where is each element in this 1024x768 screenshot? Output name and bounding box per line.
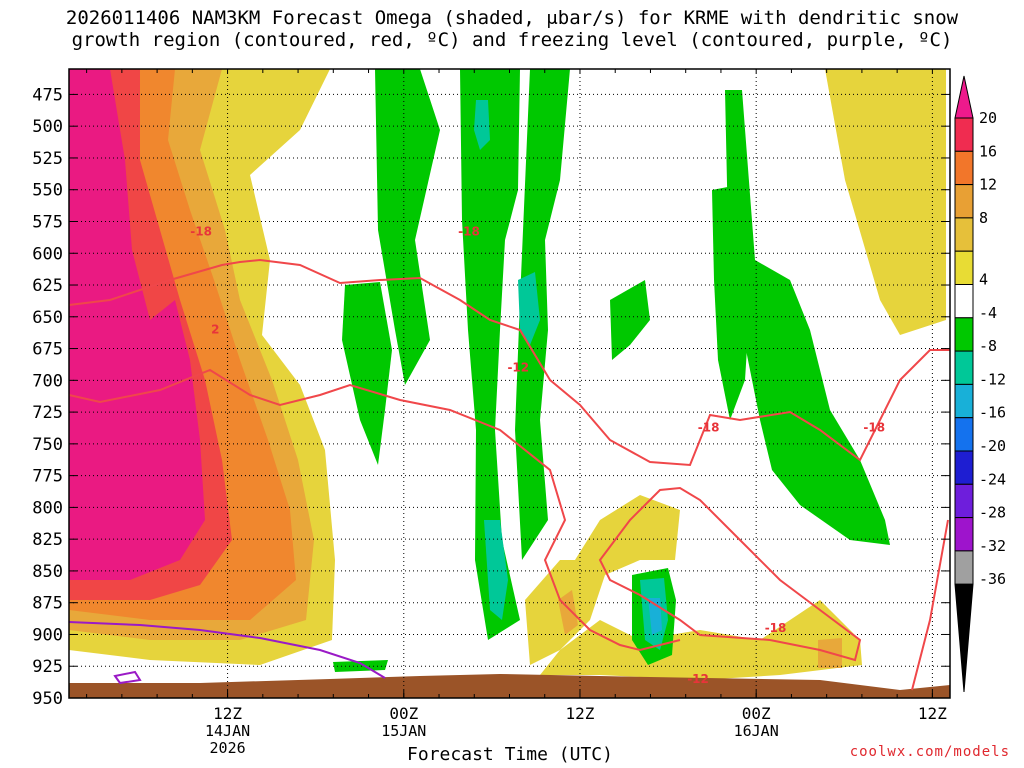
- colorbar-segment: [954, 317, 974, 352]
- colorbar-segment: [954, 350, 974, 385]
- x-tick-label: 12Z: [566, 704, 595, 723]
- omega-band-a: [375, 69, 440, 385]
- y-tick-label: 575: [32, 212, 63, 232]
- x-tick-label: 12Z: [213, 704, 242, 723]
- omega-patch-yellow-1: [825, 69, 946, 335]
- omega-patch-orange-1: [558, 590, 578, 635]
- x-tick-label: 12Z: [918, 704, 947, 723]
- y-tick-label: 775: [32, 467, 63, 487]
- y-tick-label: 950: [32, 689, 63, 709]
- chart-title-line2: growth region (contoured, red, ºC) and f…: [71, 29, 953, 51]
- y-tick-label: 625: [32, 276, 63, 296]
- contour-label: -18: [190, 225, 212, 239]
- colorbar-label: -24: [979, 470, 1006, 488]
- terrain: [69, 674, 950, 698]
- colorbar-segment: [954, 450, 974, 485]
- contour-label: -12: [687, 672, 709, 686]
- x-axis-label: Forecast Time (UTC): [407, 744, 613, 765]
- colorbar-top-arrow: [954, 75, 974, 119]
- y-tick-label: 700: [32, 371, 63, 391]
- colorbar-label: -4: [979, 304, 997, 322]
- colorbar-label: -12: [979, 370, 1006, 388]
- colorbar-segment: [954, 150, 974, 186]
- contour-label: -12: [507, 361, 529, 375]
- x-tick-label: 16JAN: [734, 722, 779, 740]
- colorbar-segment: [954, 383, 974, 419]
- colorbar-segment: [954, 417, 974, 452]
- colorbar-label: -36: [979, 570, 1006, 588]
- omega-core-1: [474, 100, 490, 150]
- colorbar-segment: [954, 117, 974, 152]
- colorbar-segment: [954, 250, 974, 285]
- colorbar-label: -32: [979, 537, 1006, 555]
- y-tick-label: 525: [32, 149, 63, 169]
- omega-core-2: [518, 272, 540, 345]
- chart-title-line1: 2026011406 NAM3KM Forecast Omega (shaded…: [65, 7, 959, 29]
- contour-minus12-dgz-bottom: [69, 368, 681, 652]
- omega-region-20: [69, 69, 205, 580]
- omega-band-c: [460, 69, 520, 640]
- omega-band-g: [725, 90, 890, 545]
- y-tick-label: 500: [32, 117, 63, 137]
- x-tick-label: 00Z: [742, 704, 771, 723]
- freezing-level: [69, 621, 386, 679]
- contour-labels: -18 -18 -12 -18 -18 -18 -12 2: [190, 225, 885, 686]
- colorbar-label: -28: [979, 504, 1006, 522]
- contour-label: -18: [765, 621, 787, 635]
- y-tick-label: 750: [32, 435, 63, 455]
- colorbar-label: 20: [979, 109, 997, 127]
- colorbar-bottom-arrow: [954, 583, 974, 693]
- colorbar-label: -16: [979, 404, 1006, 422]
- y-tick-label: 550: [32, 181, 63, 201]
- y-tick-label: 725: [32, 403, 63, 423]
- colorbar: 20 16 12 8 4 -4 -8 -12 -16 -20 -24 -28 -32 -36: [954, 75, 1006, 693]
- colorbar-label: -8: [979, 337, 997, 355]
- y-tick-label: 475: [32, 85, 63, 105]
- y-tick-label: 850: [32, 562, 63, 582]
- colorbar-label: 16: [979, 142, 997, 160]
- x-tick-label: 15JAN: [381, 722, 426, 740]
- y-tick-label: 675: [32, 340, 63, 360]
- temperature-contours: [69, 258, 950, 691]
- omega-band-h: [333, 660, 388, 672]
- y-tick-label: 825: [32, 530, 63, 550]
- contour-minus18-dgz-top: [69, 258, 950, 467]
- colorbar-label: 4: [979, 271, 988, 289]
- colorbar-label: 12: [979, 176, 997, 194]
- omega-shading: [69, 69, 950, 698]
- axes: 475 500 525 550 575 600 625 650 675 700 725 750 775 8…: [32, 68, 951, 757]
- y-tick-label: 900: [32, 625, 63, 645]
- x-tick-label: 2026: [210, 739, 246, 757]
- y-tick-label: 800: [32, 498, 63, 518]
- omega-band-b: [342, 282, 392, 465]
- colorbar-segment: [954, 483, 974, 519]
- colorbar-segment: [954, 217, 974, 252]
- contour-label: 2: [211, 322, 219, 336]
- freezing-level-blob: [113, 670, 142, 685]
- colorbar-label: -20: [979, 437, 1006, 455]
- y-tick-label: 650: [32, 308, 63, 328]
- colorbar-segment: [954, 184, 974, 219]
- colorbar-segment: [954, 284, 974, 319]
- y-tick-label: 600: [32, 244, 63, 264]
- colorbar-segment: [954, 550, 974, 585]
- contour-right-edge: [911, 519, 949, 691]
- contour-label: -18: [863, 420, 885, 434]
- contour-label: -18: [698, 420, 720, 434]
- y-tick-label: 875: [32, 594, 63, 614]
- omega-band-d: [515, 69, 570, 560]
- omega-core-3: [484, 520, 508, 620]
- x-tick-label: 14JAN: [205, 722, 250, 740]
- omega-patch-yellow-3: [540, 600, 862, 680]
- x-tick-label: 00Z: [389, 704, 418, 723]
- credit-link[interactable]: coolwx.com/models: [849, 744, 1010, 760]
- contour-minus18-lower: [598, 486, 862, 662]
- y-tick-label: 925: [32, 657, 63, 677]
- colorbar-segment: [954, 517, 974, 552]
- plot-frame: [68, 68, 951, 699]
- omega-band-e: [610, 280, 650, 360]
- colorbar-label: 8: [979, 209, 988, 227]
- contour-label: -18: [458, 225, 480, 239]
